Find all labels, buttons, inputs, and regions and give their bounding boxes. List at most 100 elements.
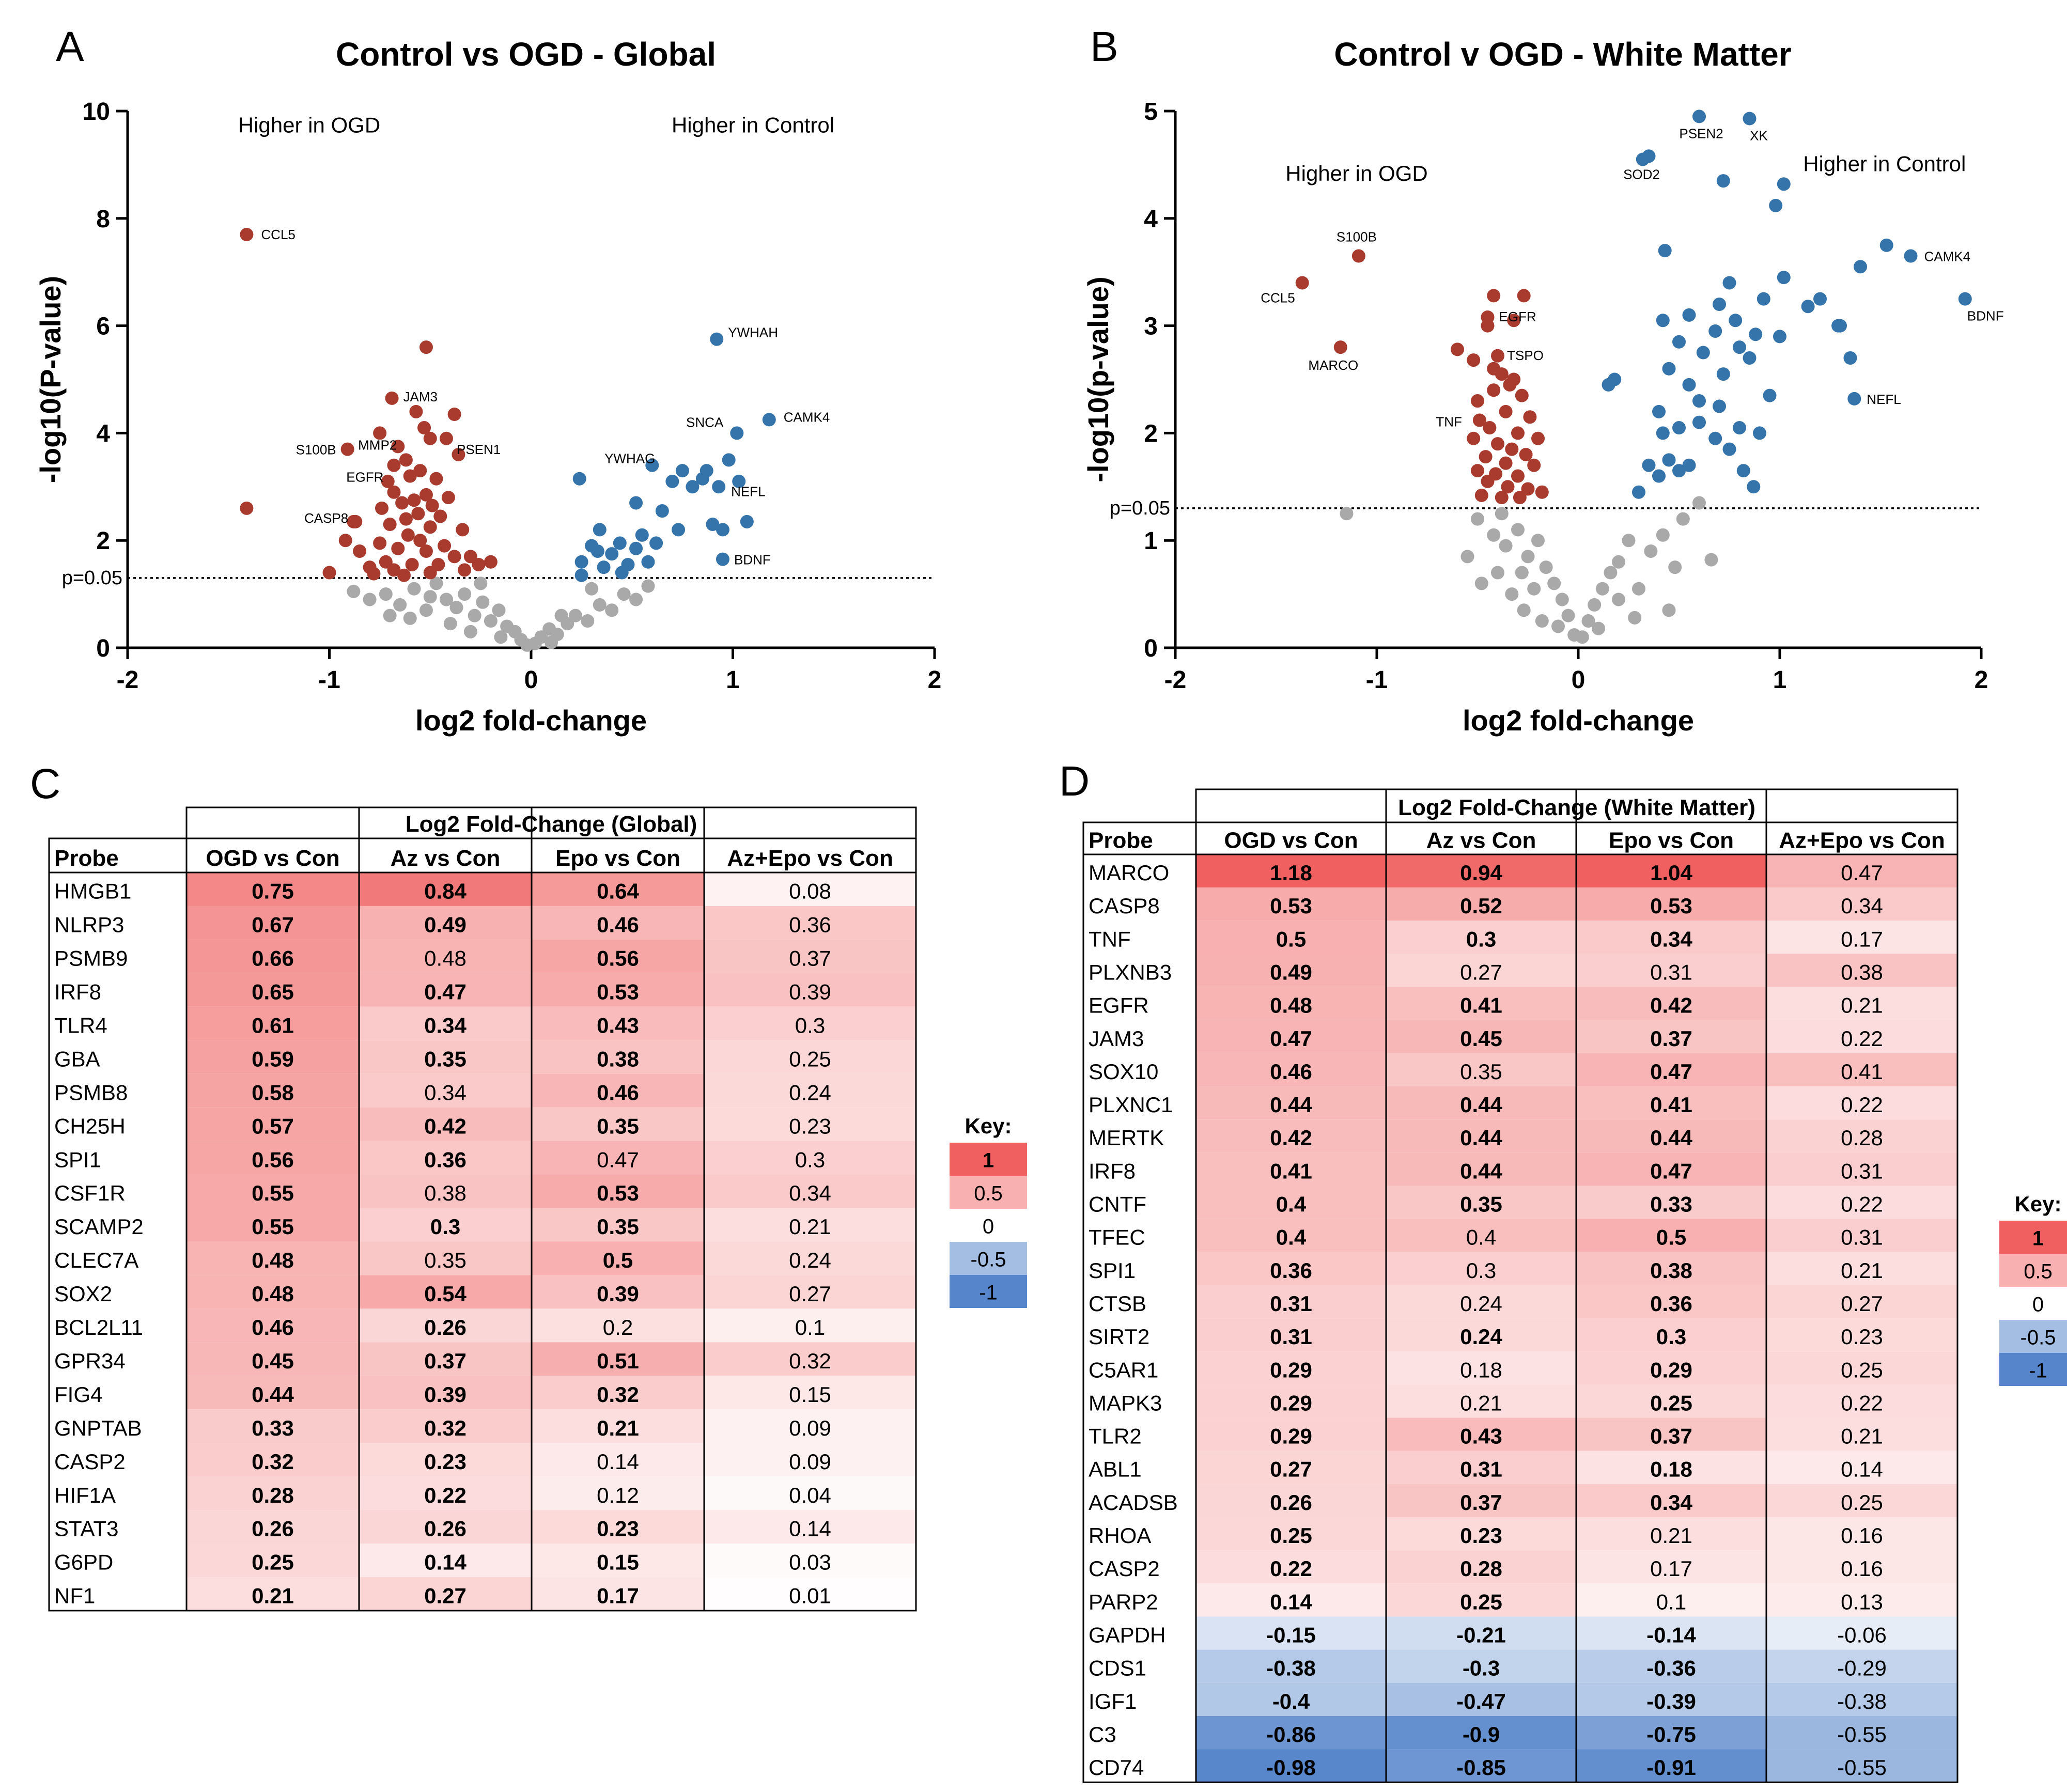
data-point-ns	[403, 611, 417, 625]
fold-change-value: 0.3	[795, 1147, 825, 1172]
fold-change-value: 0.49	[424, 913, 467, 937]
data-point-s100b	[340, 442, 354, 456]
data-point-ns	[429, 576, 443, 590]
fold-change-value: 0.24	[1460, 1324, 1502, 1349]
fold-change-value: 0.37	[1650, 1026, 1692, 1051]
data-point-ns	[1539, 560, 1553, 574]
data-point-control	[706, 518, 720, 532]
probe-name: GPR34	[54, 1349, 126, 1373]
fold-change-value: 0.49	[1270, 960, 1312, 984]
key-swatch	[950, 1275, 1027, 1308]
fold-change-value: 0.41	[1841, 1059, 1883, 1084]
fold-change-value: 0.15	[789, 1382, 831, 1407]
data-point-ns	[439, 593, 453, 606]
y-tick-label: 0	[1144, 635, 1158, 662]
data-point-ns	[1471, 512, 1484, 526]
fold-change-value: 0.5	[1656, 1225, 1686, 1250]
heat-cell	[1386, 1119, 1576, 1153]
probe-name: NLRP3	[54, 913, 124, 937]
fold-change-value: 0.31	[1841, 1159, 1883, 1183]
data-point-control	[1608, 372, 1622, 386]
table-border	[48, 837, 917, 1612]
heat-cell	[1196, 1451, 1386, 1484]
heat-cell	[187, 1174, 359, 1208]
data-point-ns	[476, 595, 490, 609]
data-point-control	[686, 480, 700, 494]
heat-cell	[187, 1510, 359, 1544]
heat-cell	[1576, 1417, 1766, 1451]
fold-change-value: 0.3	[795, 1013, 825, 1037]
heat-cell	[1766, 1086, 1957, 1120]
heat-cell	[187, 1141, 359, 1175]
key-swatch	[1999, 1353, 2067, 1386]
heat-cell	[1576, 1749, 1766, 1783]
heat-cell	[1386, 1285, 1576, 1319]
probe-name: CASP2	[1089, 1556, 1160, 1581]
column-header: OGD vs Con	[206, 846, 339, 871]
probe-name: SOX10	[1089, 1059, 1158, 1084]
fold-change-value: 0.37	[1460, 1490, 1502, 1515]
heat-cell	[1386, 1649, 1576, 1683]
heat-cell	[1196, 1583, 1386, 1617]
data-point-ogd	[387, 485, 401, 499]
fold-change-value: 0.66	[252, 946, 294, 971]
heat-cell	[704, 1308, 916, 1343]
data-point-ogd	[1487, 362, 1501, 376]
data-point-ogd	[1491, 437, 1504, 451]
data-point-control	[1843, 351, 1857, 365]
data-point-ns	[363, 593, 377, 606]
fold-change-value: 0.48	[424, 946, 467, 971]
data-point-control	[1801, 300, 1815, 314]
fold-change-value: 0.65	[252, 980, 294, 1004]
heat-cell	[1576, 1186, 1766, 1219]
fold-change-value: -0.55	[1837, 1722, 1887, 1747]
probe-name: HMGB1	[54, 879, 131, 903]
data-point-control	[1713, 298, 1726, 311]
heat-cell	[1386, 1484, 1576, 1517]
fold-change-value: 0.36	[1270, 1258, 1312, 1283]
fold-change-value: 0.24	[789, 1248, 831, 1272]
fold-change-value: 0.47	[1270, 1026, 1312, 1051]
data-point-control	[1656, 314, 1670, 328]
heat-cell	[532, 1308, 704, 1343]
heat-cell	[1386, 1417, 1576, 1451]
data-point-ns	[419, 603, 433, 617]
data-point-ogd	[1499, 456, 1513, 470]
data-point-control	[1662, 362, 1676, 376]
fold-change-value: 1.18	[1270, 861, 1312, 885]
data-point-control	[1652, 404, 1666, 418]
panel-letter-b: B	[1090, 23, 1118, 70]
heat-cell	[1196, 1252, 1386, 1285]
fold-change-value: -0.38	[1266, 1656, 1316, 1680]
gene-label: XK	[1750, 128, 1768, 144]
data-point-ogd	[472, 557, 486, 571]
y-tick-label: 5	[1144, 98, 1158, 126]
fold-change-value: 0.25	[1841, 1490, 1883, 1515]
fold-change-value: 0.38	[597, 1047, 639, 1071]
y-tick-label: 0	[96, 635, 110, 662]
heat-cell	[704, 1040, 916, 1074]
fold-change-value: 0.38	[1650, 1258, 1692, 1283]
data-point-control	[1747, 480, 1761, 494]
heat-cell	[532, 1577, 704, 1611]
fold-change-value: 0.09	[789, 1450, 831, 1474]
data-point-ogd	[405, 557, 419, 571]
key-label: 0	[983, 1215, 994, 1238]
heat-cell	[532, 1141, 704, 1175]
data-point-ns	[641, 579, 655, 593]
heat-cell	[1196, 987, 1386, 1020]
heat-cell	[1196, 1086, 1386, 1120]
probe-name: SPI1	[54, 1147, 101, 1172]
fold-change-value: 0.21	[1460, 1391, 1502, 1415]
data-point-control	[1854, 260, 1867, 274]
data-point-ogd	[375, 501, 389, 515]
fold-change-value: 0.27	[789, 1282, 831, 1306]
heat-cell	[359, 1577, 532, 1611]
column-header: Probe	[54, 846, 119, 871]
data-point-ogd	[1495, 491, 1509, 505]
fold-change-value: 0.35	[424, 1248, 467, 1272]
fold-change-value: 0.67	[252, 913, 294, 937]
y-tick-label: 2	[1144, 420, 1158, 447]
heat-cell	[1196, 854, 1386, 888]
key-swatch	[1999, 1320, 2067, 1353]
